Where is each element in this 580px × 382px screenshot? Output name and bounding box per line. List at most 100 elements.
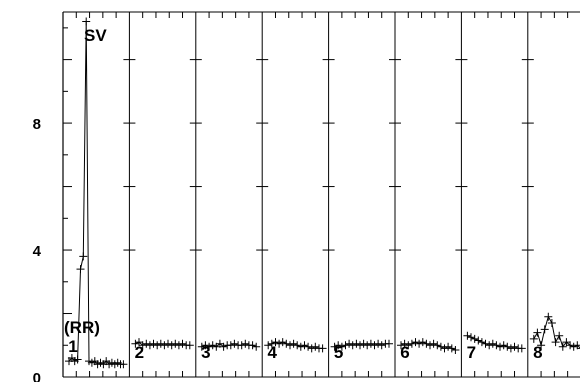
- data-point: [185, 341, 194, 350]
- data-point: [73, 355, 82, 364]
- data-point: [422, 339, 431, 348]
- data-point: [171, 339, 180, 348]
- data-point: [537, 341, 546, 350]
- data-point: [385, 339, 393, 348]
- panel-label: 6: [400, 343, 409, 362]
- panel-label: 5: [334, 343, 343, 362]
- data-point: [436, 342, 445, 351]
- data-point: [131, 339, 140, 348]
- series-line: [135, 341, 190, 346]
- data-point: [142, 339, 151, 348]
- data-point: [275, 339, 284, 348]
- data-point: [370, 341, 379, 350]
- panel-label: 2: [135, 343, 144, 362]
- data-point: [293, 341, 302, 350]
- data-point: [474, 336, 483, 345]
- data-point: [160, 341, 169, 350]
- data-point: [517, 344, 526, 353]
- chart-frame: [62, 11, 580, 378]
- data-point: [444, 342, 453, 351]
- data-point: [558, 342, 567, 351]
- panel-label: 3: [201, 343, 210, 362]
- data-point: [551, 338, 560, 347]
- series-group: [65, 17, 580, 369]
- data-point: [451, 346, 460, 354]
- data-point: [359, 339, 368, 348]
- y-tick-label: 0: [33, 370, 41, 382]
- series-line: [267, 341, 323, 349]
- data-point: [400, 339, 409, 348]
- data-point: [363, 341, 372, 350]
- y-tick-label: 8: [33, 116, 41, 133]
- data-point: [547, 319, 556, 327]
- data-point: [267, 339, 276, 348]
- data-point: [164, 339, 172, 348]
- data-point: [208, 341, 217, 350]
- data-point: [241, 339, 250, 348]
- data-point: [467, 333, 475, 342]
- data-point: [174, 341, 183, 350]
- series-line: [400, 341, 456, 351]
- data-point: [540, 325, 549, 334]
- data-point: [569, 342, 578, 351]
- data-point: [348, 341, 357, 350]
- data-point: [149, 339, 158, 348]
- data-point: [330, 342, 339, 351]
- data-point: [397, 341, 405, 350]
- annotation-sv: SV: [84, 26, 107, 45]
- series-line: [334, 343, 389, 348]
- series-line: [533, 315, 580, 349]
- data-point: [470, 334, 479, 343]
- data-point: [463, 331, 472, 340]
- data-point: [562, 338, 571, 347]
- data-point: [153, 341, 162, 350]
- data-point: [415, 339, 424, 348]
- data-point: [566, 341, 575, 350]
- data-point: [76, 265, 85, 274]
- data-point: [248, 341, 257, 350]
- data-point: [374, 339, 383, 348]
- data-point: [529, 334, 538, 343]
- data-point: [167, 341, 176, 350]
- data-point: [318, 344, 327, 353]
- data-point: [296, 342, 305, 351]
- data-point: [544, 312, 553, 321]
- data-point: [440, 344, 449, 353]
- series-line: [467, 335, 522, 349]
- panel-label: 1: [68, 337, 77, 356]
- data-point: [138, 341, 147, 350]
- data-point: [282, 339, 291, 348]
- data-point: [219, 342, 228, 351]
- data-point: [411, 338, 420, 347]
- panel-label: 7: [467, 343, 476, 362]
- data-point: [304, 342, 313, 351]
- y-tick-label: 4: [33, 243, 42, 260]
- data-point: [226, 341, 235, 350]
- data-point: [337, 342, 346, 351]
- data-point: [135, 338, 143, 347]
- data-point: [300, 341, 309, 350]
- data-point: [278, 338, 287, 347]
- data-point: [156, 339, 165, 348]
- data-point: [341, 341, 350, 350]
- data-point: [286, 341, 294, 350]
- data-point: [488, 339, 497, 348]
- data-point: [510, 342, 519, 351]
- data-point: [271, 338, 280, 347]
- data-point: [447, 344, 456, 353]
- data-point: [307, 344, 316, 353]
- panel-label: 4: [267, 343, 277, 362]
- data-point: [404, 341, 413, 350]
- data-point: [533, 328, 542, 337]
- data-point: [289, 339, 298, 348]
- data-point: [356, 341, 364, 350]
- data-point: [334, 341, 343, 350]
- data-point: [377, 341, 386, 350]
- data-point: [407, 339, 416, 348]
- data-point: [178, 339, 187, 348]
- data-point: [366, 339, 375, 348]
- data-point: [485, 341, 494, 350]
- data-point: [237, 341, 246, 350]
- data-point: [499, 341, 508, 350]
